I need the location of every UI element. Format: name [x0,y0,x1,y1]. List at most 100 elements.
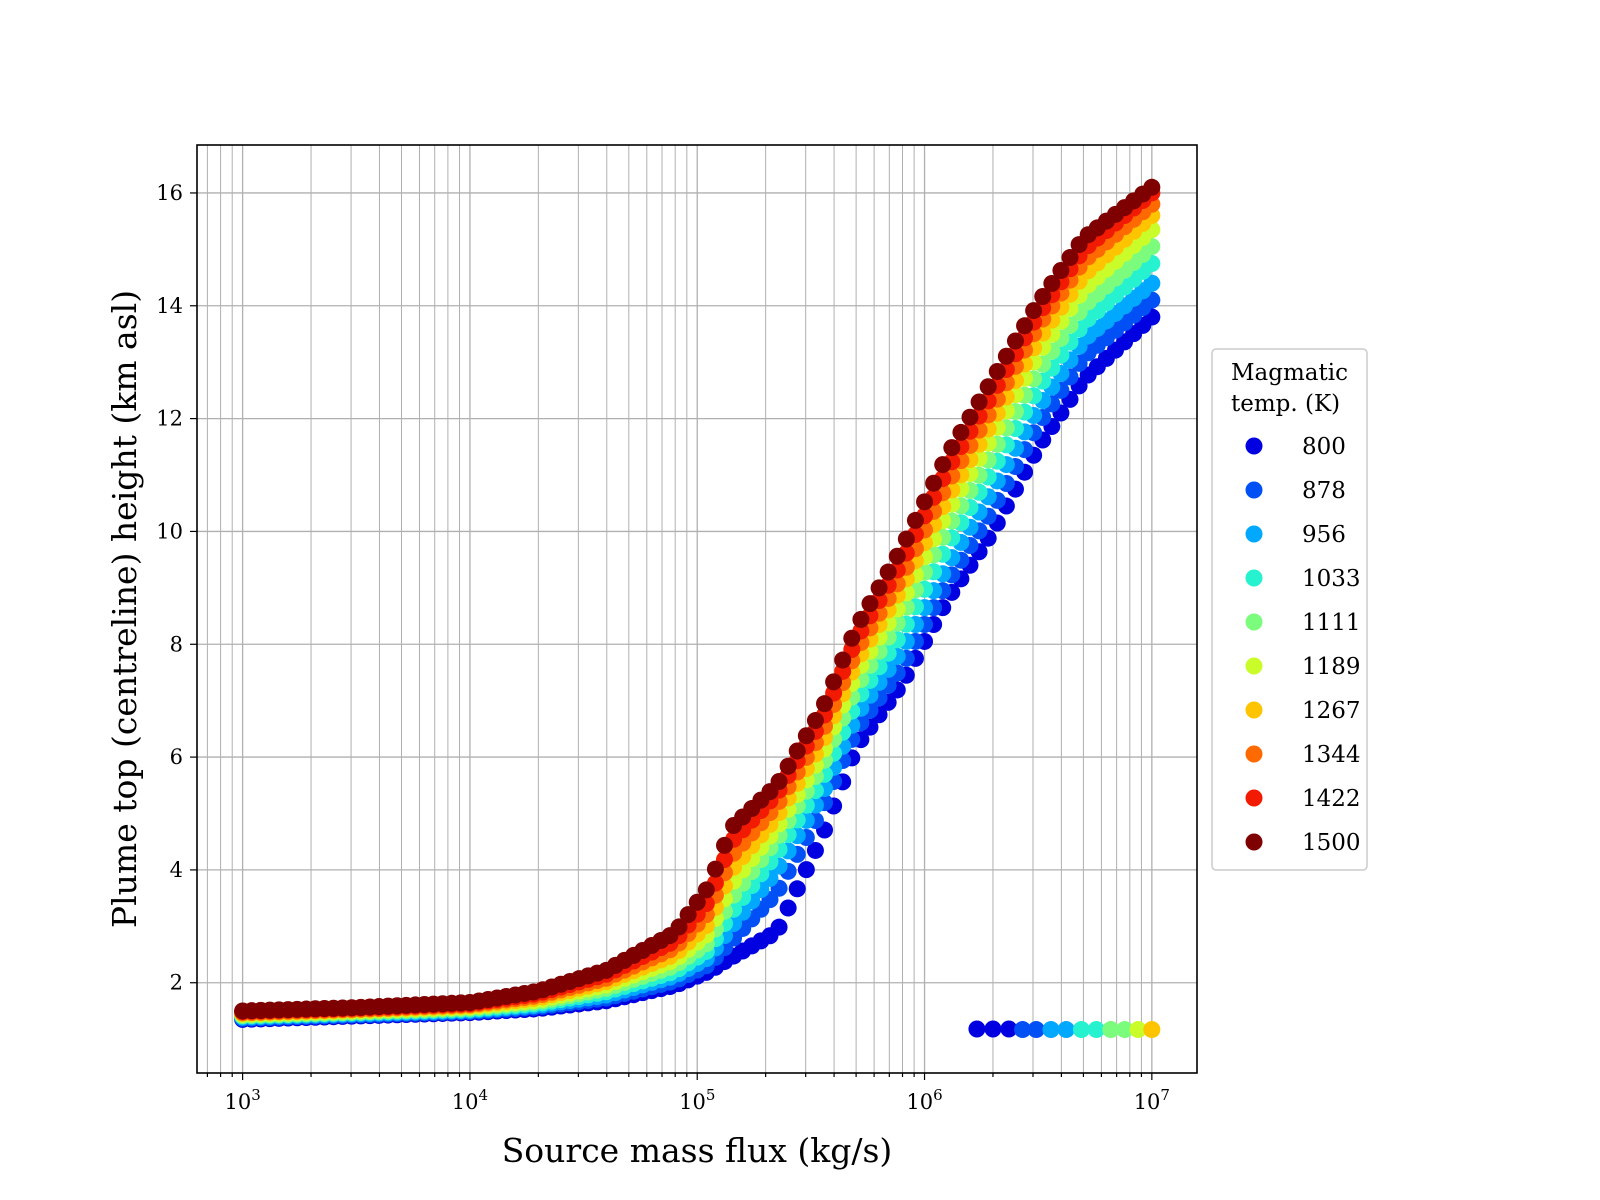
data-point [952,423,970,441]
data-point [1025,302,1043,320]
data-point [697,881,715,899]
legend-marker [1245,437,1263,455]
data-point [1116,1021,1134,1039]
legend-title-line-1: Magmatic [1231,360,1348,386]
legend-marker [1245,613,1263,631]
data-point [1043,274,1061,292]
data-point [1006,332,1024,350]
data-point [1052,262,1070,280]
y-axis-title: Plume top (centreline) height (km asl) [105,290,144,928]
data-point [1129,1021,1147,1039]
data-point [806,712,824,730]
data-point [788,742,806,760]
legend-label: 1189 [1302,654,1361,680]
data-point [997,347,1015,365]
y-tick-label: 12 [156,407,183,431]
data-point [716,836,734,854]
legend-title-line-2: temp. (K) [1231,391,1340,417]
data-point [870,579,888,597]
x-tick-label: 104 [452,1086,488,1114]
data-point [1034,287,1052,305]
legend-label: 1500 [1302,830,1361,856]
data-point [797,727,815,745]
data-point [770,918,788,936]
x-tick-label: 107 [1134,1086,1170,1114]
axis-ticks: 103 104 105 106 107 2 4 6 8 10 12 14 16 [156,181,1170,1114]
y-tick-label: 6 [170,745,183,769]
legend-label: 1267 [1302,698,1361,724]
x-tick-label: 103 [224,1086,260,1114]
data-point [788,880,806,898]
y-tick-label: 4 [170,858,183,882]
data-point [943,439,961,457]
data-point [1143,274,1161,292]
data-point [1143,1021,1161,1039]
data-point [984,1020,1002,1038]
data-point [1087,1021,1105,1039]
series-1500 [234,178,1161,1020]
y-tick-label: 2 [170,971,183,995]
data-point [797,861,815,879]
data-point [1072,1021,1090,1039]
data-points [234,178,1161,1039]
legend-marker [1245,657,1263,675]
data-point [916,493,934,511]
data-point [779,757,797,775]
data-point [1016,317,1034,335]
legend-label: 1422 [1302,786,1361,812]
data-point [1057,1021,1075,1039]
legend-entries: 800 878 956 1033 1111 1189 1267 1344 1422 1500 [1245,434,1361,856]
legend-label: 1111 [1302,610,1361,636]
data-point [925,474,943,492]
legend: Magmatic temp. (K) 800 878 956 1033 1111 1189… [1211,348,1368,871]
data-point [1027,1021,1045,1039]
legend-marker [1245,569,1263,587]
data-point [1143,178,1161,196]
data-point [825,673,843,691]
data-point [834,651,852,669]
data-point [770,772,788,790]
legend-marker [1245,833,1263,851]
x-tick-label: 105 [679,1086,715,1114]
data-point [934,456,952,474]
y-tick-label: 10 [156,519,183,543]
data-point [852,610,870,628]
data-point [843,629,861,647]
data-point [816,695,834,713]
legend-label: 956 [1302,522,1346,548]
data-point [861,595,879,613]
data-point [779,899,797,917]
data-point [688,893,706,911]
data-point [968,1020,986,1038]
series-collapse-points [968,1020,1161,1039]
data-point [979,378,997,396]
data-point [706,860,724,878]
data-point [897,530,915,548]
legend-label: 800 [1302,434,1346,460]
x-tick-label: 106 [906,1086,942,1114]
legend-marker [1245,481,1263,499]
data-point [679,906,697,924]
data-point [879,563,897,581]
legend-marker [1245,701,1263,719]
legend-marker [1245,525,1263,543]
data-point [970,393,988,411]
legend-label: 1344 [1302,742,1361,768]
data-point [988,362,1006,380]
x-axis-title: Source mass flux (kg/s) [502,1131,893,1170]
y-tick-label: 8 [170,632,183,656]
legend-label: 878 [1302,478,1346,504]
data-point [888,547,906,565]
y-tick-label: 16 [156,181,183,205]
data-point [1102,1021,1120,1039]
data-point [806,841,824,859]
legend-marker [1245,745,1263,763]
legend-label: 1033 [1302,566,1361,592]
data-point [1014,1021,1032,1039]
legend-marker [1245,789,1263,807]
data-point [961,408,979,426]
legend-box [1211,348,1368,871]
data-point [670,918,688,936]
data-point [1000,1020,1018,1038]
